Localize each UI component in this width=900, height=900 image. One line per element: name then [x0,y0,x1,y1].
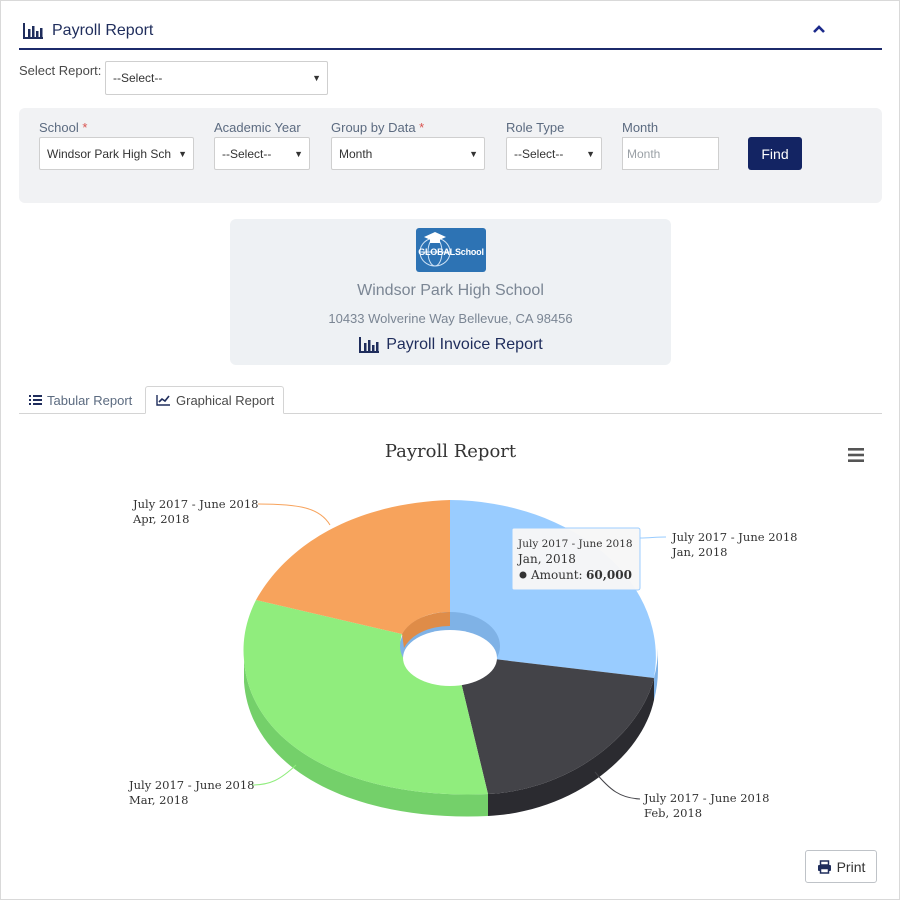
tab-label: Tabular Report [47,392,133,408]
pie-slice-feb[interactable] [460,655,654,794]
data-label-apr-line1: July 2017 - June 2018 [132,497,258,511]
data-label-feb-line1: July 2017 - June 2018 [643,791,769,805]
graduation-cap-icon [419,232,451,267]
tab-label: Graphical Report [176,392,275,408]
chevron-up-icon [813,25,825,33]
caret-down-icon: ▼ [312,73,321,83]
header-divider [19,48,882,50]
connector-apr [257,503,331,526]
select-report-label: Select Report: [19,63,102,78]
academic-year-label: Academic Year [214,120,301,135]
data-label-feb-line2: Feb, 2018 [644,806,702,820]
tooltip-series-dot [519,571,527,579]
pie-slice-mar[interactable] [243,600,489,795]
hamburger-icon[interactable] [846,446,866,464]
tooltip-series-label: Amount: [530,568,583,582]
school-select[interactable]: Windsor Park High School ▼ [39,137,194,170]
connector-jan [639,536,667,539]
report-title: Payroll Invoice Report [230,336,671,354]
school-select-value: Windsor Park High School [47,146,171,161]
month-input[interactable]: Month [622,137,719,170]
month-label: Month [622,120,659,135]
data-label-apr-line2: Apr, 2018 [132,512,189,526]
school-name: Windsor Park High School [357,282,544,299]
group-by-value: Month [339,146,373,161]
school-address: 10433 Wolverine Way Bellevue, CA 98456 [328,311,573,326]
caret-down-icon: ▼ [469,148,478,159]
line-chart-icon [156,395,170,406]
chart-title: Payroll Report [384,441,517,462]
tabs-divider [19,413,882,414]
academic-year-select[interactable]: --Select-- ▼ [214,137,310,170]
academic-year-value: --Select-- [222,146,272,161]
tab-graphical-report[interactable]: Graphical Report [145,386,284,414]
bar-chart-icon [359,337,380,353]
pie-slice-side-mar [244,660,488,817]
print-button[interactable]: Print [805,850,877,883]
select-report-value: --Select-- [113,71,163,85]
tooltip-value: 60,000 [586,568,632,582]
list-icon [29,395,42,405]
printer-icon [817,859,831,874]
pie-chart: July 2017 - June 2018 Jan, 2018 July 201… [128,497,797,820]
school-logo: GLOBALSchool [416,228,486,272]
caret-down-icon: ▼ [178,148,187,159]
pie-slice-apr[interactable] [256,500,450,634]
tooltip-line1: July 2017 - June 2018 [517,538,633,550]
data-label-jan-line2: Jan, 2018 [671,545,727,559]
role-type-value: --Select-- [514,146,564,161]
tab-tabular-report[interactable]: Tabular Report [29,386,132,414]
pie-slice-side-feb [488,678,654,816]
group-by-label: Group by Data * [331,120,425,135]
chart-tooltip: July 2017 - June 2018 Jan, 2018 Amount: … [511,527,641,591]
report-title-text: Payroll Invoice Report [386,336,543,353]
panel-header: Payroll Report [22,18,153,44]
data-label-jan-line1: July 2017 - June 2018 [671,530,797,544]
connector-feb [594,771,641,800]
caret-down-icon: ▼ [586,148,595,159]
logo-text: GLOBALSchool [418,247,484,257]
page-title: Payroll Report [52,22,154,39]
pie-slice-side-jan [654,648,658,700]
group-by-select[interactable]: Month ▼ [331,137,485,170]
school-label: School * [39,120,88,135]
print-label: Print [836,858,866,875]
pie-hole [403,630,497,686]
select-report-dropdown[interactable]: --Select-- ▼ [105,61,328,95]
connector-mar [251,764,297,786]
required-mark: * [82,120,88,135]
data-label-mar-line2: Mar, 2018 [129,793,188,807]
role-type-select[interactable]: --Select-- ▼ [506,137,602,170]
collapse-button[interactable] [808,20,830,38]
month-input-placeholder: Month [627,146,661,161]
tooltip-line2: Jan, 2018 [516,552,576,566]
required-mark: * [419,120,425,135]
find-button[interactable]: Find [748,137,802,170]
data-label-mar-line1: July 2017 - June 2018 [128,778,254,792]
caret-down-icon: ▼ [294,148,303,159]
bar-chart-icon [23,23,43,39]
role-type-label: Role Type [506,120,565,135]
pie-hole-rim-apr [402,611,450,648]
